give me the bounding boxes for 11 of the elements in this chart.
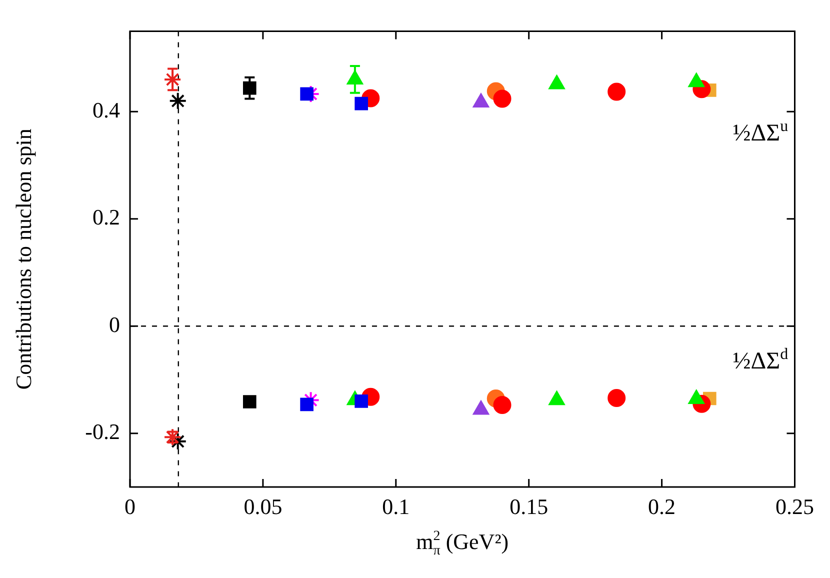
y-tick-label: -0.2 <box>85 419 120 444</box>
x-tick-label: 0.05 <box>244 494 282 519</box>
y-tick-label: 0.2 <box>92 204 120 230</box>
x-tick-label: 0 <box>124 494 136 519</box>
y-tick-label: 0 <box>109 312 120 337</box>
x-tick-label: 0.25 <box>776 494 814 519</box>
y-tick-label: 0.4 <box>92 97 120 122</box>
x-tick-label: 0.1 <box>382 494 410 519</box>
x-tick-label: 0.15 <box>510 494 548 519</box>
y-axis-title: Contributions to nucleon spin <box>10 128 36 390</box>
x-tick-label: 0.2 <box>648 494 676 519</box>
